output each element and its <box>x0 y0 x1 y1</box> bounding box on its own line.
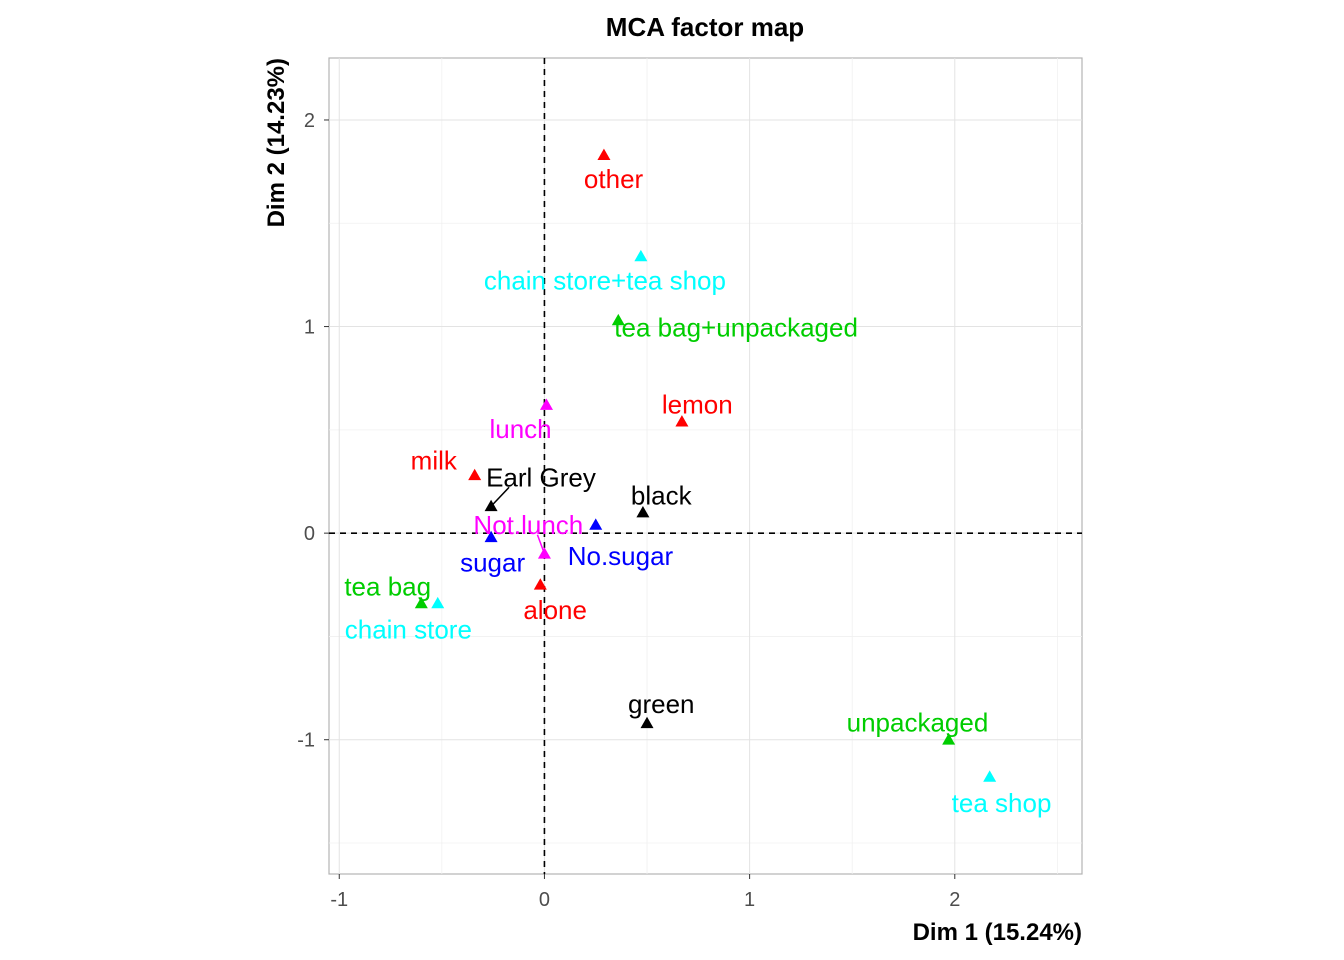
data-point-label: tea bag+unpackaged <box>614 312 858 342</box>
data-point-marker <box>636 505 650 518</box>
data-point-marker <box>414 596 428 609</box>
data-point-label: chain store+tea shop <box>484 265 726 295</box>
data-point-marker <box>611 313 625 326</box>
x-axis-ticks: -1 0 1 2 <box>330 874 960 911</box>
data-point-label: Earl Grey <box>486 462 596 492</box>
data-point-label: chain store <box>345 614 472 644</box>
data-point-label: other <box>584 164 644 194</box>
data-point-label: green <box>628 689 695 719</box>
x-tick-label: 0 <box>539 889 550 911</box>
data-point-marker <box>533 578 547 590</box>
data-point-label: tea bag <box>344 571 431 601</box>
data-point-label: lunch <box>489 414 551 444</box>
data-point-label: lemon <box>662 390 733 420</box>
data-point-marker <box>484 530 498 543</box>
data-point-marker <box>634 249 648 262</box>
plot-panel <box>328 57 1083 875</box>
y-tick-label: -1 <box>297 730 315 752</box>
chart-title: MCA factor map <box>606 12 804 42</box>
data-point-marker <box>431 596 445 609</box>
data-point-marker <box>640 716 654 729</box>
y-tick-label: 1 <box>304 317 315 339</box>
data-point-label: sugar <box>460 547 525 577</box>
data-point-label: tea shop <box>952 788 1052 818</box>
data-point-marker <box>468 468 482 481</box>
label-leader-line <box>490 486 510 507</box>
data-point-marker <box>675 415 689 427</box>
x-tick-label: -1 <box>330 889 348 911</box>
data-point-marker <box>942 733 956 745</box>
data-points <box>414 148 997 782</box>
x-axis-title: Dim 1 (15.24%) <box>913 919 1082 946</box>
data-point-label: Not.lunch <box>473 510 583 540</box>
y-tick-label: 0 <box>304 523 315 545</box>
x-tick-label: 1 <box>744 889 755 911</box>
y-tick-label: 2 <box>304 110 315 132</box>
data-point-label: black <box>631 480 693 510</box>
data-point-marker <box>539 398 553 410</box>
data-point-labels: other chain store+tea shop tea bag+unpacka… <box>344 164 1051 818</box>
data-point-label: unpackaged <box>847 708 989 738</box>
y-axis-ticks: -1 0 1 2 <box>297 110 329 752</box>
reference-lines <box>329 58 1082 874</box>
data-point-label: alone <box>523 595 587 625</box>
x-tick-label: 2 <box>949 889 960 911</box>
data-point-marker <box>597 148 611 160</box>
data-point-marker <box>983 770 997 782</box>
data-point-label: No.sugar <box>568 541 674 571</box>
y-axis-title: Dim 2 (14.23%) <box>263 58 290 227</box>
data-point-marker <box>589 518 603 530</box>
label-leader-line <box>536 534 546 555</box>
data-point-label: milk <box>411 445 458 475</box>
